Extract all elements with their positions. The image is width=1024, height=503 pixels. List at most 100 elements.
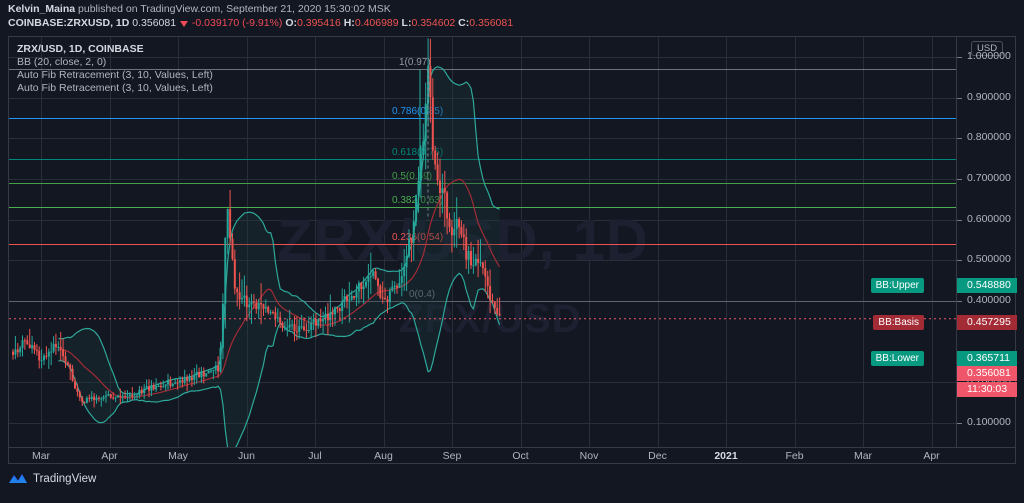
grid-line-horizontal bbox=[9, 382, 956, 384]
down-triangle-icon bbox=[180, 21, 188, 27]
currency-badge[interactable]: USD bbox=[971, 41, 1004, 56]
grid-line-vertical bbox=[795, 37, 796, 447]
time-axis-tick: Aug bbox=[374, 450, 393, 462]
price-axis-tick: 0.400000 bbox=[967, 293, 1011, 306]
bb-basis-price-tag: 0.457295 bbox=[957, 315, 1017, 330]
grid-line-horizontal bbox=[9, 138, 956, 140]
legend-title: ZRX/USD, 1D, COINBASE bbox=[17, 43, 144, 55]
time-axis-tick: Nov bbox=[579, 450, 599, 462]
fib-level-line[interactable] bbox=[9, 159, 956, 160]
quote-line: COINBASE:ZRXUSD, 1D 0.356081 -0.039170 (… bbox=[8, 17, 1018, 30]
grid-line-vertical bbox=[932, 37, 933, 447]
time-axis-tick: Apr bbox=[923, 450, 940, 462]
low-value: 0.354602 bbox=[411, 17, 456, 29]
low-key: L: bbox=[401, 17, 412, 29]
price-axis-tick: 0.100000 bbox=[967, 415, 1011, 428]
fib-level-label: 0.618(0.75) bbox=[392, 146, 444, 158]
fib-level-line[interactable] bbox=[9, 301, 956, 302]
grid-line-vertical bbox=[315, 37, 316, 447]
chart-header: Kelvin_Maina published on TradingView.co… bbox=[8, 3, 1018, 30]
price-axis-tick-dash bbox=[957, 97, 962, 99]
bb-basis-flag: BB:Basis bbox=[873, 315, 924, 330]
price-axis-tick: 1.000000 bbox=[967, 50, 1011, 63]
grid-line-vertical bbox=[110, 37, 111, 447]
chart-legend[interactable]: ZRX/USD, 1D, COINBASE BB (20, close, 2, … bbox=[17, 43, 213, 95]
price-series-svg bbox=[9, 38, 956, 447]
price-axis-tick: 0.200000 bbox=[967, 376, 1011, 387]
time-axis-tick: May bbox=[168, 450, 188, 462]
grid-line-vertical bbox=[178, 37, 179, 447]
footer-brand[interactable]: TradingView bbox=[8, 472, 96, 486]
chart-container[interactable]: ZRX/USD, 1D ZRX/USD 1(0.97) 0.786(0.85) 0.… bbox=[8, 36, 1017, 464]
grid-line-horizontal bbox=[9, 260, 956, 262]
fib-level-label: 0.5(0.69) bbox=[392, 171, 433, 183]
time-axis-tick: Jul bbox=[308, 450, 322, 462]
fib-level-line[interactable] bbox=[9, 183, 956, 184]
price-axis-tick-dash bbox=[957, 260, 962, 262]
tradingview-logo-icon bbox=[9, 474, 27, 483]
price-axis-tick-dash bbox=[957, 422, 962, 424]
fib-level-label: 1(0.97) bbox=[399, 57, 431, 69]
grid-line-vertical bbox=[521, 37, 522, 447]
last-price: 0.356081 bbox=[132, 17, 177, 29]
fib-level-label: 0.236(0.54) bbox=[392, 232, 444, 244]
grid-line-horizontal bbox=[9, 97, 956, 99]
publish-text: published on TradingView.com, September … bbox=[78, 3, 391, 15]
tradingview-brand-label: TradingView bbox=[33, 473, 97, 485]
price-axis-tick-dash bbox=[957, 219, 962, 221]
price-axis-tick-dash bbox=[957, 300, 962, 302]
price-axis-tick-dash bbox=[957, 138, 962, 140]
grid-line-horizontal bbox=[9, 219, 956, 221]
bb-lower-price-tag: 0.365711 bbox=[957, 351, 1017, 366]
publish-line: Kelvin_Maina published on TradingView.co… bbox=[8, 3, 1018, 16]
price-axis-tick: 0.500000 bbox=[967, 253, 1011, 266]
bb-upper-flag: BB:Upper bbox=[870, 278, 924, 293]
price-axis-tick: 0.700000 bbox=[967, 172, 1011, 185]
price-axis-tick-dash bbox=[957, 57, 962, 59]
time-axis-tick: Feb bbox=[785, 450, 804, 462]
time-axis-tick: 2021 bbox=[714, 450, 738, 462]
legend-item-fib1[interactable]: Auto Fib Retracement (3, 10, Values, Lef… bbox=[17, 69, 213, 81]
grid-line-vertical bbox=[41, 37, 42, 447]
fib-level-line[interactable] bbox=[9, 244, 956, 245]
grid-line-vertical bbox=[863, 37, 864, 447]
grid-line-vertical bbox=[384, 37, 385, 447]
time-axis[interactable]: Mar Apr May Jun Jul Aug Sep Oct Nov Dec 2021 Feb Mar… bbox=[9, 447, 1015, 463]
price-axis[interactable]: USD 1.000000 0.900000 0.800000 0.700000 0.60… bbox=[956, 37, 1017, 447]
price-change: -0.039170 (-9.91%) bbox=[191, 17, 283, 29]
fib-level-label: 0.382(0.63) bbox=[392, 195, 444, 207]
legend-item-bb[interactable]: BB (20, close, 2, 0) bbox=[17, 56, 107, 68]
chart-plot-area[interactable]: ZRX/USD, 1D ZRX/USD 1(0.97) 0.786(0.85) 0.… bbox=[9, 37, 956, 447]
close-value: 0.356081 bbox=[469, 17, 514, 29]
countdown-tag: 11:30:03 bbox=[957, 382, 1017, 397]
grid-line-horizontal bbox=[9, 422, 956, 424]
time-axis-tick: Dec bbox=[648, 450, 667, 462]
close-key: C: bbox=[458, 17, 470, 29]
time-axis-tick: Oct bbox=[512, 450, 529, 462]
open-key: O: bbox=[285, 17, 297, 29]
fib-level-label: 0.786(0.85) bbox=[392, 106, 444, 118]
legend-item-fib2[interactable]: Auto Fib Retracement (3, 10, Values, Lef… bbox=[17, 82, 213, 94]
symbol-label: COINBASE:ZRXUSD, 1D bbox=[8, 17, 130, 29]
high-key: H: bbox=[343, 17, 355, 29]
grid-line-vertical bbox=[658, 37, 659, 447]
fib-level-line[interactable] bbox=[9, 118, 956, 119]
grid-line-vertical bbox=[247, 37, 248, 447]
author-name: Kelvin_Maina bbox=[8, 3, 76, 15]
open-value: 0.395416 bbox=[297, 17, 341, 29]
grid-line-horizontal bbox=[9, 179, 956, 181]
grid-line-vertical bbox=[589, 37, 590, 447]
fib-level-label: 0(0.4) bbox=[409, 288, 436, 300]
time-axis-tick: Sep bbox=[442, 450, 462, 462]
price-axis-tick: 0.800000 bbox=[967, 131, 1011, 144]
high-value: 0.406989 bbox=[354, 17, 399, 29]
fib-level-line[interactable] bbox=[9, 207, 956, 208]
fib-level-line[interactable] bbox=[9, 69, 956, 70]
time-axis-tick: Mar bbox=[31, 450, 51, 462]
grid-line-vertical bbox=[726, 37, 727, 447]
grid-line-vertical bbox=[452, 37, 453, 447]
bb-lower-flag: BB:Lower bbox=[870, 351, 924, 366]
price-axis-tick: 0.600000 bbox=[967, 212, 1011, 225]
time-axis-tick: Apr bbox=[101, 450, 118, 462]
